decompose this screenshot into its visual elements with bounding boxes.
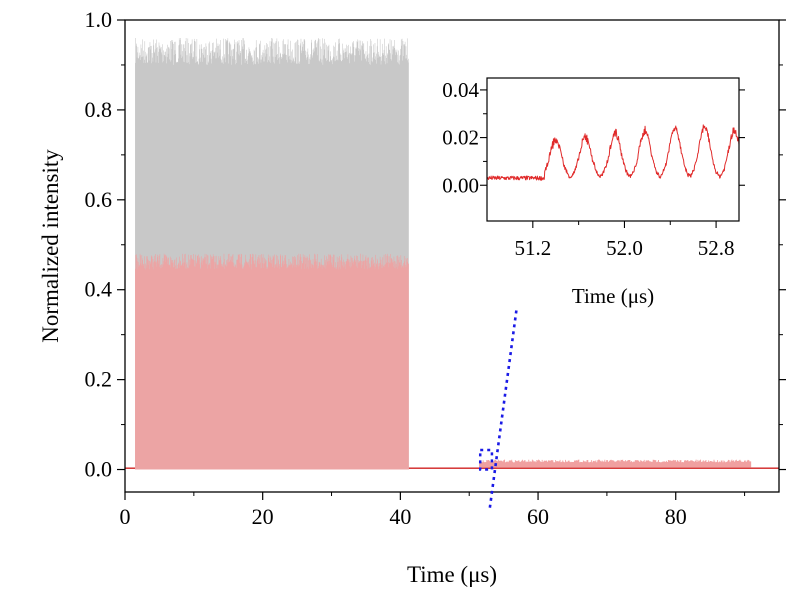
- main-y-tick-label: 0.6: [85, 187, 113, 212]
- inset-y-tick-label: 0.00: [442, 173, 479, 197]
- main-y-axis-label: Normalized intensity: [38, 149, 63, 343]
- red-series-low-pulses: [479, 459, 752, 468]
- main-y-ticks: 0.0 0.2 0.4 0.6 0.8 1.0: [85, 7, 786, 482]
- main-y-tick-label: 0.4: [85, 277, 113, 302]
- red-series-pulses: [135, 253, 409, 470]
- main-x-ticks: 0 20 40 60 80: [120, 492, 746, 529]
- main-x-tick-label: 0: [120, 504, 131, 529]
- main-y-tick-label: 0.2: [85, 367, 113, 392]
- inset-plot-frame: [486, 77, 740, 222]
- main-y-tick-label: 0.8: [85, 97, 113, 122]
- inset-x-axis-label: Time (μs): [572, 284, 654, 308]
- main-plot: 0 20 40 60 80 0.0 0.2 0.4 0.6 0.8 1.0 Time (μs) N…: [38, 7, 786, 587]
- main-y-tick-label: 1.0: [85, 7, 113, 32]
- main-x-tick-label: 40: [389, 504, 411, 529]
- inset-x-tick-label: 51.2: [514, 236, 551, 260]
- inset-data-layer: [486, 124, 740, 181]
- main-x-tick-label: 80: [665, 504, 687, 529]
- inset-background: [432, 70, 759, 308]
- main-x-axis-label: Time (μs): [407, 562, 497, 587]
- inset-x-tick-label: 52.0: [606, 236, 643, 260]
- zoom-marker-box: [478, 448, 494, 471]
- main-y-tick-label: 0.0: [85, 457, 113, 482]
- inset-red-trace: [486, 124, 740, 181]
- inset-x-ticks: 51.2 52.0 52.8: [514, 221, 734, 260]
- main-plot-frame: [124, 19, 780, 493]
- inset-y-tick-label: 0.02: [442, 126, 479, 150]
- main-x-tick-label: 60: [527, 504, 549, 529]
- zoom-arrow-line: [488, 277, 523, 508]
- main-data-layer: [125, 37, 779, 470]
- inset-x-tick-label: 52.8: [698, 236, 735, 260]
- inset-y-tick-label: 0.04: [442, 78, 479, 102]
- main-x-tick-label: 20: [252, 504, 274, 529]
- inset-plot: 51.2 52.0 52.8 0.00 0.02 0.04 Time (μs): [432, 70, 759, 308]
- inset-y-ticks: 0.00 0.02 0.04: [442, 78, 745, 197]
